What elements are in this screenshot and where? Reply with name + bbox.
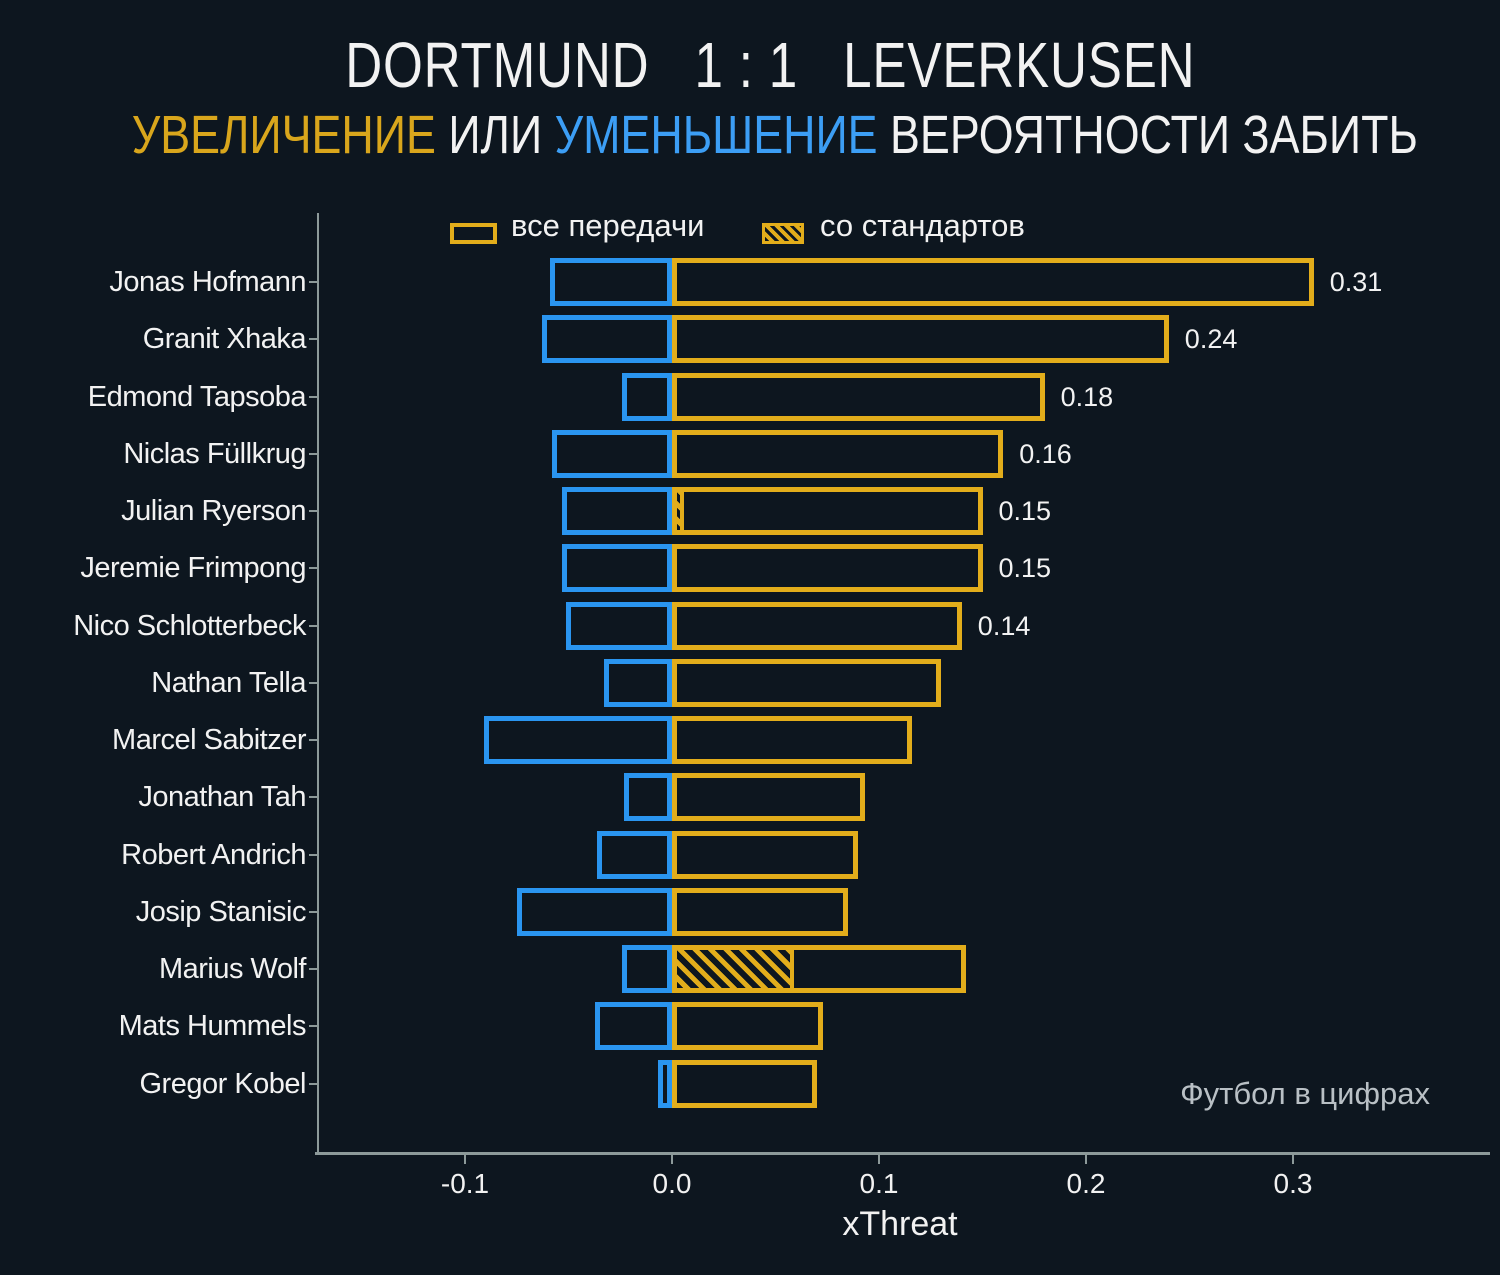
watermark: Футбол в цифрах: [1180, 1076, 1430, 1111]
y-tick: [309, 910, 318, 913]
y-tick: [309, 567, 318, 570]
chart-subtitle: УВЕЛИЧЕНИЕ ИЛИ УМЕНЬШЕНИЕ ВЕРОЯТНОСТИ ЗА…: [0, 104, 1500, 166]
value-label: 0.14: [977, 610, 1031, 641]
bar-increase-14: [672, 1059, 817, 1108]
bar-increase-4: [672, 487, 983, 536]
bar-set-piece-12: [672, 945, 795, 994]
bar-increase-3: [672, 429, 1004, 478]
bar-increase-8: [672, 716, 913, 765]
subtitle-increase-word: УВЕЛИЧЕНИЕ: [131, 105, 436, 165]
match-title: DORTMUND 1 : 1 LEVERKUSEN: [20, 28, 1500, 102]
player-label: Edmond Tapsoba: [87, 380, 307, 413]
value-label: 0.31: [1329, 267, 1383, 297]
player-label: Niclas Füllkrug: [123, 437, 306, 470]
x-tick: [464, 1155, 466, 1164]
x-tick: [878, 1155, 880, 1164]
y-tick: [309, 281, 318, 283]
x-tick-label: 0.3: [1273, 1168, 1313, 1199]
bar-increase-10: [672, 830, 859, 879]
bar-decrease-12: [622, 945, 672, 994]
legend-all-passes-label: все передачи: [511, 208, 705, 243]
player-label: Jeremie Frimpong: [80, 552, 306, 585]
x-tick-label: -0.1: [440, 1168, 490, 1199]
bar-increase-1: [672, 315, 1169, 364]
value-label: 0.24: [1184, 324, 1238, 355]
x-tick: [1292, 1155, 1294, 1164]
legend-all-passes-swatch: [450, 223, 497, 244]
bar-decrease-10: [597, 830, 672, 879]
y-tick: [309, 739, 318, 742]
player-label: Jonas Hofmann: [109, 266, 306, 298]
bar-decrease-6: [566, 601, 672, 650]
value-label: 0.16: [1019, 438, 1072, 469]
subtitle-decrease-word: УМЕНЬШЕНИЕ: [554, 105, 878, 165]
player-label: Granit Xhaka: [142, 323, 307, 356]
y-tick: [309, 968, 318, 971]
player-label: Julian Ryerson: [121, 495, 306, 528]
x-axis-label: xThreat: [842, 1205, 958, 1243]
bar-set-piece-4: [672, 487, 685, 536]
bar-decrease-4: [562, 487, 672, 536]
x-tick-label: 0.1: [859, 1168, 899, 1199]
player-label: Jonathan Tah: [138, 781, 306, 814]
y-tick: [309, 395, 318, 398]
player-label: Mats Hummels: [118, 1010, 307, 1043]
player-label: Josip Stanisic: [135, 895, 307, 928]
player-label: Nico Schlotterbeck: [73, 609, 306, 642]
legend-set-pieces-label: со стандартов: [820, 208, 1025, 243]
y-tick: [309, 681, 318, 684]
y-tick: [309, 796, 318, 799]
value-label: 0.15: [998, 496, 1052, 527]
bar-decrease-9: [624, 773, 672, 822]
y-tick: [309, 1025, 318, 1028]
bar-increase-7: [672, 658, 942, 707]
y-tick: [309, 1082, 318, 1085]
bar-decrease-8: [483, 716, 672, 765]
player-label: Marcel Sabitzer: [112, 724, 306, 757]
bar-decrease-11: [516, 887, 672, 936]
y-tick: [309, 452, 318, 455]
bar-decrease-0: [549, 258, 672, 306]
bar-increase-13: [672, 1002, 824, 1051]
x-tick-label: 0.0: [652, 1168, 692, 1199]
match-title-text: DORTMUND 1 : 1 LEVERKUSEN: [344, 29, 1196, 101]
x-tick-label: 0.2: [1066, 1168, 1106, 1199]
subtitle-or-word: ИЛИ: [448, 105, 543, 165]
value-label: 0.15: [998, 553, 1052, 584]
bar-increase-5: [672, 544, 983, 593]
x-tick: [1085, 1155, 1087, 1164]
bar-decrease-13: [595, 1002, 672, 1051]
bar-decrease-7: [603, 658, 672, 707]
bar-decrease-5: [562, 544, 672, 593]
player-label: Nathan Tella: [151, 666, 306, 699]
bar-decrease-2: [622, 372, 672, 421]
x-tick: [671, 1155, 673, 1164]
y-tick: [309, 853, 318, 856]
y-tick: [309, 338, 318, 341]
bar-increase-11: [672, 887, 848, 936]
bar-increase-0: [672, 258, 1314, 306]
value-label: 0.18: [1060, 381, 1114, 412]
player-label: Marius Wolf: [158, 953, 307, 986]
y-tick: [309, 624, 318, 627]
x-axis-spine: [315, 1152, 1490, 1155]
player-label: Robert Andrich: [121, 838, 306, 871]
bar-decrease-14: [657, 1059, 672, 1108]
bar-increase-2: [672, 372, 1045, 421]
y-axis-spine: [317, 213, 319, 1152]
bar-decrease-1: [541, 315, 672, 364]
y-tick: [309, 510, 318, 513]
legend-set-pieces-swatch: [762, 223, 804, 244]
bar-increase-6: [672, 601, 962, 650]
player-label: Gregor Kobel: [139, 1067, 307, 1100]
subtitle-rest: ВЕРОЯТНОСТИ ЗАБИТЬ: [890, 105, 1418, 165]
bar-decrease-3: [551, 429, 672, 478]
bar-increase-9: [672, 773, 865, 822]
